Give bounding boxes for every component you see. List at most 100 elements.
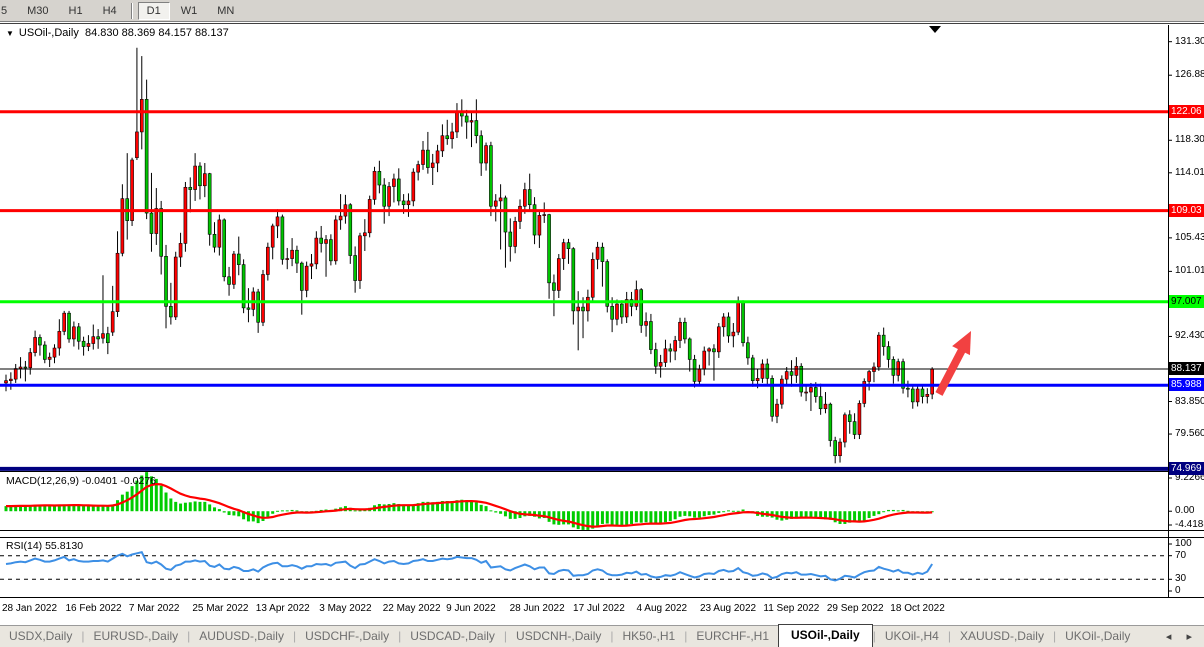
macd-indicator-label: MACD(12,26,9) -0.0401 -0.0276 — [6, 475, 156, 487]
candle-body — [430, 162, 435, 168]
macd-histogram-bar — [242, 511, 246, 520]
price-badge: 88.137 — [1169, 362, 1204, 375]
candle-body — [81, 340, 86, 347]
timeframe-button-w1[interactable]: W1 — [180, 4, 198, 17]
tab-usdchf-daily[interactable]: USDCHF-,Daily — [305, 629, 390, 643]
candle-body — [833, 440, 837, 457]
macd-histogram-bar — [402, 504, 406, 512]
candle-body — [736, 301, 740, 333]
macd-histogram-bar — [145, 472, 149, 512]
candle-body — [697, 368, 702, 382]
timeframe-button-h4[interactable]: H4 — [102, 4, 117, 17]
macd-histogram-bar — [620, 511, 624, 527]
macd-histogram-bar — [887, 509, 891, 512]
candle-body — [212, 234, 217, 248]
macd-histogram-bar — [72, 504, 76, 512]
candle-body — [222, 219, 227, 278]
macd-histogram-bar — [455, 500, 459, 512]
price-badge: 74.969 — [1169, 461, 1204, 475]
candle-body — [576, 306, 580, 312]
candle-body — [663, 348, 668, 363]
candle-body — [852, 421, 857, 435]
tab-ukoil-daily[interactable]: UKOil-,Daily — [1065, 629, 1131, 643]
toolbar-separator — [130, 2, 133, 19]
tab-eurusd-daily[interactable]: EURUSD-,Daily — [93, 629, 179, 643]
trend-arrow-head[interactable] — [952, 331, 971, 356]
candle-body — [154, 208, 159, 234]
timeframe-button-h1[interactable]: H1 — [68, 4, 83, 17]
tab-xauusd-daily[interactable]: XAUUSD-,Daily — [959, 629, 1044, 643]
macd-histogram-bar — [688, 511, 692, 517]
tab-audusd-daily[interactable]: AUDUSD-,Daily — [199, 629, 284, 643]
candle-body — [4, 380, 8, 384]
tab-scroll-arrows[interactable]: ◂ ▸ — [1165, 631, 1198, 643]
macd-histogram-bar — [872, 511, 876, 516]
tab-eurchf-h1[interactable]: EURCHF-,H1 — [696, 629, 769, 643]
timeframe-button-mn[interactable]: MN — [217, 4, 235, 17]
macd-histogram-bar — [77, 505, 81, 512]
candle-body — [721, 316, 726, 328]
tab-usdcnh-daily[interactable]: USDCNH-,Daily — [516, 629, 602, 643]
candle-body — [925, 394, 930, 397]
tab-usdx-daily[interactable]: USDX,Daily — [9, 629, 73, 643]
candle-body — [620, 303, 624, 318]
trend-arrow-shaft[interactable] — [935, 346, 967, 396]
macd-histogram-bar — [353, 510, 357, 512]
candle-body — [673, 340, 677, 352]
macd-histogram-bar — [833, 511, 837, 523]
candle-body — [295, 249, 299, 264]
macd-histogram-bar — [285, 510, 289, 512]
candle-body — [338, 215, 343, 221]
candle-body — [57, 331, 62, 349]
candle-body — [396, 178, 401, 202]
date-label: 28 Jan 2022 — [2, 603, 58, 614]
symbol-dropdown-icon[interactable]: ▼ — [6, 29, 14, 38]
tab-usoil-daily[interactable]: USOil-,Daily — [778, 624, 873, 647]
macd-histogram-bar — [174, 501, 178, 512]
timeframe-button-d1[interactable]: D1 — [137, 1, 170, 20]
price-tick-label: 101.01 — [1175, 265, 1204, 277]
candle-body — [484, 145, 488, 164]
macd-histogram-bar — [14, 505, 18, 512]
tab-separator: | — [1052, 629, 1057, 643]
timeframe-button-5[interactable]: 5 — [1, 4, 8, 17]
macd-histogram-bar — [562, 511, 566, 525]
macd-histogram-bar — [295, 510, 299, 512]
candle-body — [227, 276, 231, 285]
date-label: 7 Mar 2022 — [128, 603, 180, 614]
tab-usdcad-daily[interactable]: USDCAD-,Daily — [410, 629, 495, 643]
rsi-scale-label: 100 — [1175, 538, 1192, 549]
macd-histogram-bar — [106, 506, 110, 512]
chart-scroll-marker-icon[interactable] — [929, 26, 941, 33]
macd-histogram-bar — [421, 501, 425, 512]
price-badge: 97.007 — [1169, 294, 1204, 308]
candle-body — [203, 173, 207, 187]
candle-body — [275, 216, 280, 227]
price-tick-label: 126.88 — [1175, 69, 1204, 81]
candle-body — [906, 387, 910, 390]
tab-hk50-h1[interactable]: HK50-,H1 — [622, 629, 676, 643]
macd-histogram-bar — [450, 501, 454, 512]
candle-body — [358, 235, 362, 281]
timeframe-button-m30[interactable]: M30 — [27, 4, 49, 17]
candle-body — [377, 171, 382, 186]
candle-body — [891, 359, 896, 376]
price-tick-label: 118.30 — [1175, 134, 1204, 146]
macd-histogram-bar — [440, 501, 444, 512]
candle-body — [314, 237, 319, 265]
candle-body — [169, 306, 173, 318]
macd-histogram-bar — [319, 509, 323, 512]
tab-ukoil-h4[interactable]: UKOil-,H4 — [884, 629, 939, 643]
macd-histogram-bar — [683, 511, 687, 516]
candle-body — [164, 255, 168, 307]
macd-histogram-bar — [610, 511, 614, 526]
macd-histogram-bar — [790, 511, 794, 519]
candle-body — [590, 259, 595, 298]
macd-histogram-bar — [179, 503, 183, 512]
chart-ohlc-values: 84.830 88.369 84.157 88.137 — [84, 27, 229, 39]
candle-body — [183, 186, 188, 244]
candle-body — [144, 99, 149, 214]
candle-body — [765, 363, 770, 379]
macd-histogram-bar — [82, 505, 86, 512]
